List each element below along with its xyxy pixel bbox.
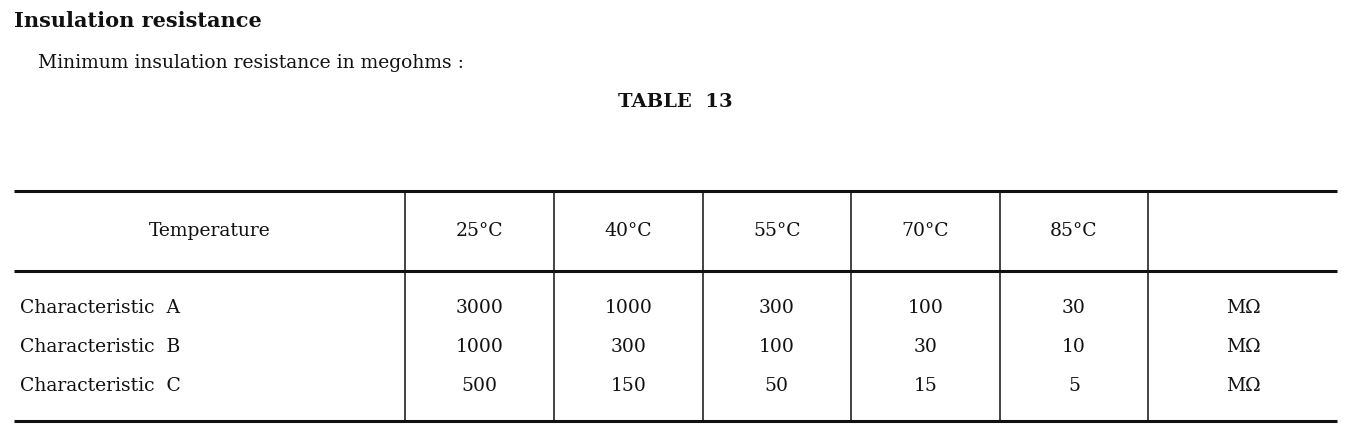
Text: MΩ: MΩ	[1225, 337, 1260, 355]
Text: 30: 30	[913, 337, 938, 355]
Text: 40°C: 40°C	[604, 221, 653, 239]
Text: 70°C: 70°C	[901, 221, 950, 239]
Text: 85°C: 85°C	[1050, 221, 1098, 239]
Text: Characteristic  C: Characteristic C	[20, 376, 181, 394]
Text: 1000: 1000	[455, 337, 504, 355]
Text: 55°C: 55°C	[753, 221, 801, 239]
Text: 100: 100	[908, 298, 943, 316]
Text: 300: 300	[759, 298, 794, 316]
Text: 30: 30	[1062, 298, 1086, 316]
Text: MΩ: MΩ	[1225, 376, 1260, 394]
Text: Insulation resistance: Insulation resistance	[14, 11, 261, 31]
Text: 1000: 1000	[604, 298, 653, 316]
Text: 300: 300	[611, 337, 646, 355]
Text: 100: 100	[759, 337, 794, 355]
Text: Characteristic  B: Characteristic B	[20, 337, 181, 355]
Text: 3000: 3000	[455, 298, 504, 316]
Text: Minimum insulation resistance in megohms :: Minimum insulation resistance in megohms…	[14, 54, 463, 72]
Text: 500: 500	[462, 376, 497, 394]
Text: TABLE  13: TABLE 13	[619, 92, 732, 111]
Text: Characteristic  A: Characteristic A	[20, 298, 180, 316]
Text: 10: 10	[1062, 337, 1086, 355]
Text: MΩ: MΩ	[1225, 298, 1260, 316]
Text: 15: 15	[913, 376, 938, 394]
Text: 25°C: 25°C	[455, 221, 504, 239]
Text: 5: 5	[1069, 376, 1079, 394]
Text: Temperature: Temperature	[149, 221, 270, 239]
Text: 50: 50	[765, 376, 789, 394]
Text: 150: 150	[611, 376, 646, 394]
